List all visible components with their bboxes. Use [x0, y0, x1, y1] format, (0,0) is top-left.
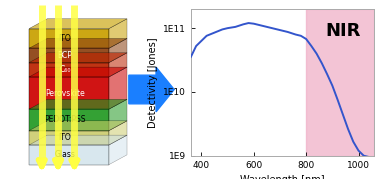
Text: PEDOT:PSS: PEDOT:PSS: [44, 115, 86, 124]
Polygon shape: [109, 19, 127, 48]
Polygon shape: [29, 29, 109, 48]
Polygon shape: [29, 48, 109, 63]
Polygon shape: [29, 63, 109, 77]
Polygon shape: [29, 121, 127, 131]
Polygon shape: [29, 131, 109, 145]
X-axis label: Wavelength [nm]: Wavelength [nm]: [240, 175, 325, 179]
Text: Glass: Glass: [54, 150, 75, 159]
Polygon shape: [29, 53, 127, 63]
Polygon shape: [29, 99, 127, 109]
Text: ITO: ITO: [59, 34, 71, 43]
Text: NIR: NIR: [325, 22, 361, 40]
Polygon shape: [29, 135, 127, 145]
Text: BCP: BCP: [57, 51, 73, 60]
Polygon shape: [109, 121, 127, 145]
Polygon shape: [109, 53, 127, 77]
Y-axis label: Detectivity [Jones]: Detectivity [Jones]: [147, 37, 158, 128]
Polygon shape: [29, 145, 109, 165]
Polygon shape: [29, 19, 127, 29]
Polygon shape: [29, 77, 109, 109]
Polygon shape: [109, 135, 127, 165]
Polygon shape: [109, 99, 127, 131]
Bar: [306, 9, 374, 156]
FancyArrow shape: [129, 67, 174, 112]
Polygon shape: [109, 67, 127, 109]
Text: Perovskite: Perovskite: [45, 89, 85, 98]
Polygon shape: [29, 38, 127, 48]
Text: ITO: ITO: [59, 133, 71, 142]
Polygon shape: [29, 67, 127, 77]
Polygon shape: [109, 38, 127, 63]
Polygon shape: [29, 109, 109, 131]
Text: C₆₀: C₆₀: [59, 65, 71, 74]
